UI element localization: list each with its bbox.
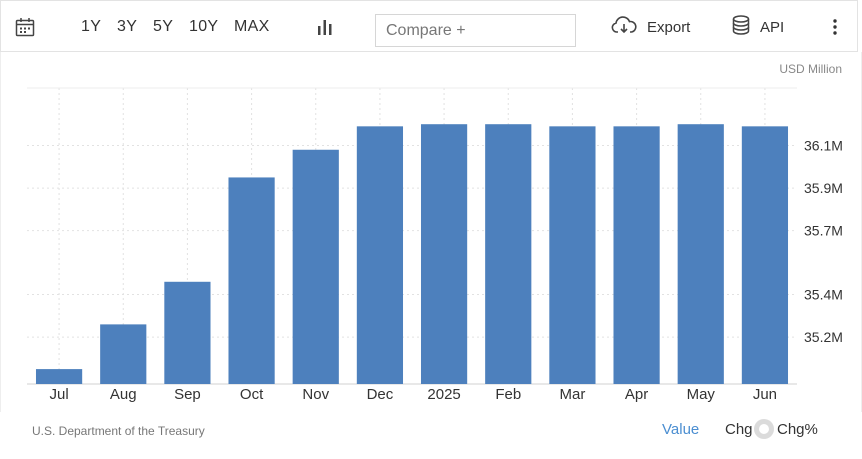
tab-chg-percent[interactable]: Chg% (777, 421, 818, 438)
range-max-button[interactable]: MAX (234, 18, 270, 35)
unit-label: USD Million (779, 62, 842, 76)
export-label: Export (647, 18, 691, 36)
range-3y-button[interactable]: 3Y (117, 18, 138, 35)
tab-chg[interactable]: Chg (725, 421, 753, 438)
range-1y-button[interactable]: 1Y (81, 18, 102, 35)
api-label: API (760, 18, 785, 36)
database-icon (732, 15, 750, 39)
watermark-logo (752, 417, 776, 446)
calendar-icon[interactable] (15, 1, 37, 53)
tab-value[interactable]: Value (662, 421, 700, 438)
range-10y-button[interactable]: 10Y (189, 18, 219, 35)
export-button[interactable]: Export (611, 1, 690, 53)
bar-chart-icon[interactable] (317, 1, 335, 53)
api-button[interactable]: API (732, 1, 784, 53)
source-label: U.S. Department of the Treasury (32, 424, 205, 438)
cloud-download-icon (611, 16, 637, 38)
range-5y-button[interactable]: 5Y (153, 18, 174, 35)
compare-input[interactable] (375, 14, 576, 47)
more-vertical-icon[interactable] (829, 1, 841, 53)
chart-area (0, 52, 862, 412)
chart-toolbar: 1Y 3Y 5Y 10Y MAX Export (0, 0, 858, 52)
